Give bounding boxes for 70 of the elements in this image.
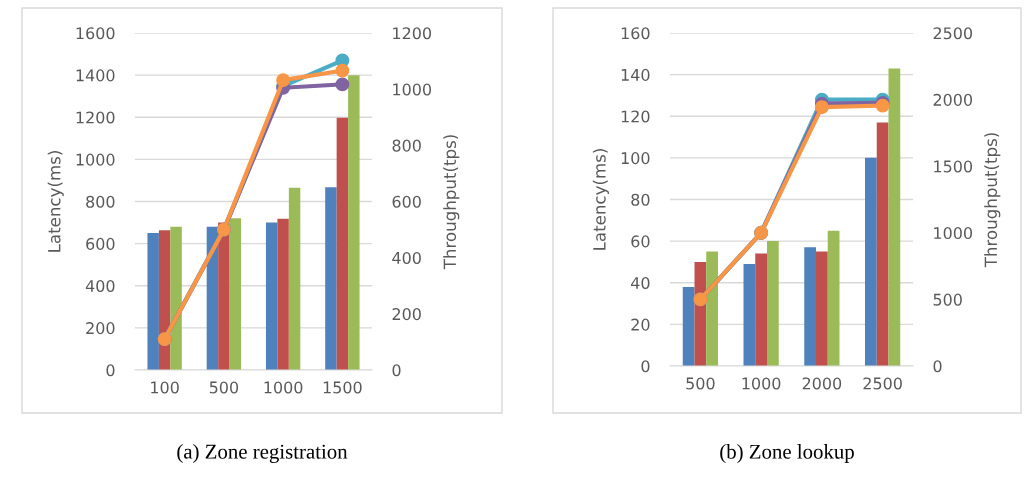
y2-tick-label: 1200 (393, 27, 432, 40)
bar (170, 226, 182, 370)
y2-tick-label: 1500 (934, 160, 973, 173)
y-tick-label: 80 (631, 193, 650, 206)
y-tick-label: 1400 (76, 69, 115, 82)
y-tick-label: 200 (86, 322, 115, 335)
x-tick-label: 1000 (264, 381, 303, 394)
y2-tick-label: 200 (392, 308, 421, 321)
y-axis-title: Latency(ms) (47, 151, 64, 252)
y2-tick-label: 600 (392, 195, 421, 208)
point (335, 63, 350, 78)
y-tick-label: 1000 (76, 153, 115, 166)
bar (827, 230, 840, 366)
bar (265, 222, 278, 370)
bar (743, 264, 756, 366)
bar (767, 241, 779, 366)
x-tick-label: 2500 (863, 377, 902, 390)
bar (325, 187, 337, 370)
y-tick-label: 60 (631, 235, 650, 248)
x-tick-label: 2000 (802, 377, 842, 390)
x-tick-label: 500 (209, 381, 239, 394)
bar (876, 122, 889, 366)
y2-tick-label: 1000 (934, 227, 973, 240)
bar (804, 247, 816, 366)
text: (a) Zone registration (177, 444, 348, 463)
point (276, 73, 291, 88)
y-tick-label: 140 (621, 68, 650, 81)
y-tick-label: 0 (106, 364, 115, 377)
bar (147, 233, 159, 370)
y2-tick-label: 0 (933, 360, 942, 373)
y-tick-label: 20 (631, 318, 650, 331)
y-tick-label: 0 (641, 360, 650, 373)
text: (b) Zone lookup (720, 444, 854, 463)
point (335, 77, 350, 92)
bar (277, 218, 289, 370)
bar (682, 286, 695, 366)
x-tick-label: 100 (151, 381, 179, 394)
bar (816, 251, 828, 366)
bar (706, 251, 718, 366)
bar (229, 218, 242, 370)
bar (288, 187, 301, 370)
y-tick-label: 1200 (76, 111, 115, 124)
y2-axis-title: Throughput(tps) (984, 133, 1001, 268)
y2-tick-label: 2000 (933, 93, 973, 106)
y-tick-label: 400 (85, 279, 115, 293)
y2-tick-label: 500 (933, 293, 962, 306)
bar (755, 253, 767, 366)
y2-tick-label: 400 (392, 251, 421, 264)
bar (888, 68, 901, 366)
y-axis-title: Latency(ms) (592, 149, 609, 250)
x-tick-label: 500 (686, 377, 715, 390)
y-tick-label: 1600 (76, 27, 115, 40)
y-tick-label: 40 (631, 276, 650, 290)
bar (348, 75, 360, 370)
y2-tick-label: 2500 (933, 27, 973, 40)
y-tick-label: 800 (86, 195, 115, 208)
y2-tick-label: 0 (392, 364, 401, 377)
x-tick-label: 1500 (323, 381, 362, 394)
point (814, 100, 829, 115)
bar (865, 157, 877, 366)
y-tick-label: 160 (621, 27, 650, 40)
x-tick-label: 1000 (742, 377, 781, 390)
y2-tick-label: 800 (392, 139, 421, 152)
y2-axis-title: Throughput(tps) (443, 135, 460, 270)
y-tick-label: 120 (621, 110, 650, 123)
bar (336, 117, 349, 370)
y2-tick-label: 1000 (393, 83, 432, 96)
y-tick-label: 100 (621, 152, 650, 165)
bar (218, 222, 230, 370)
y-tick-label: 600 (86, 237, 115, 250)
